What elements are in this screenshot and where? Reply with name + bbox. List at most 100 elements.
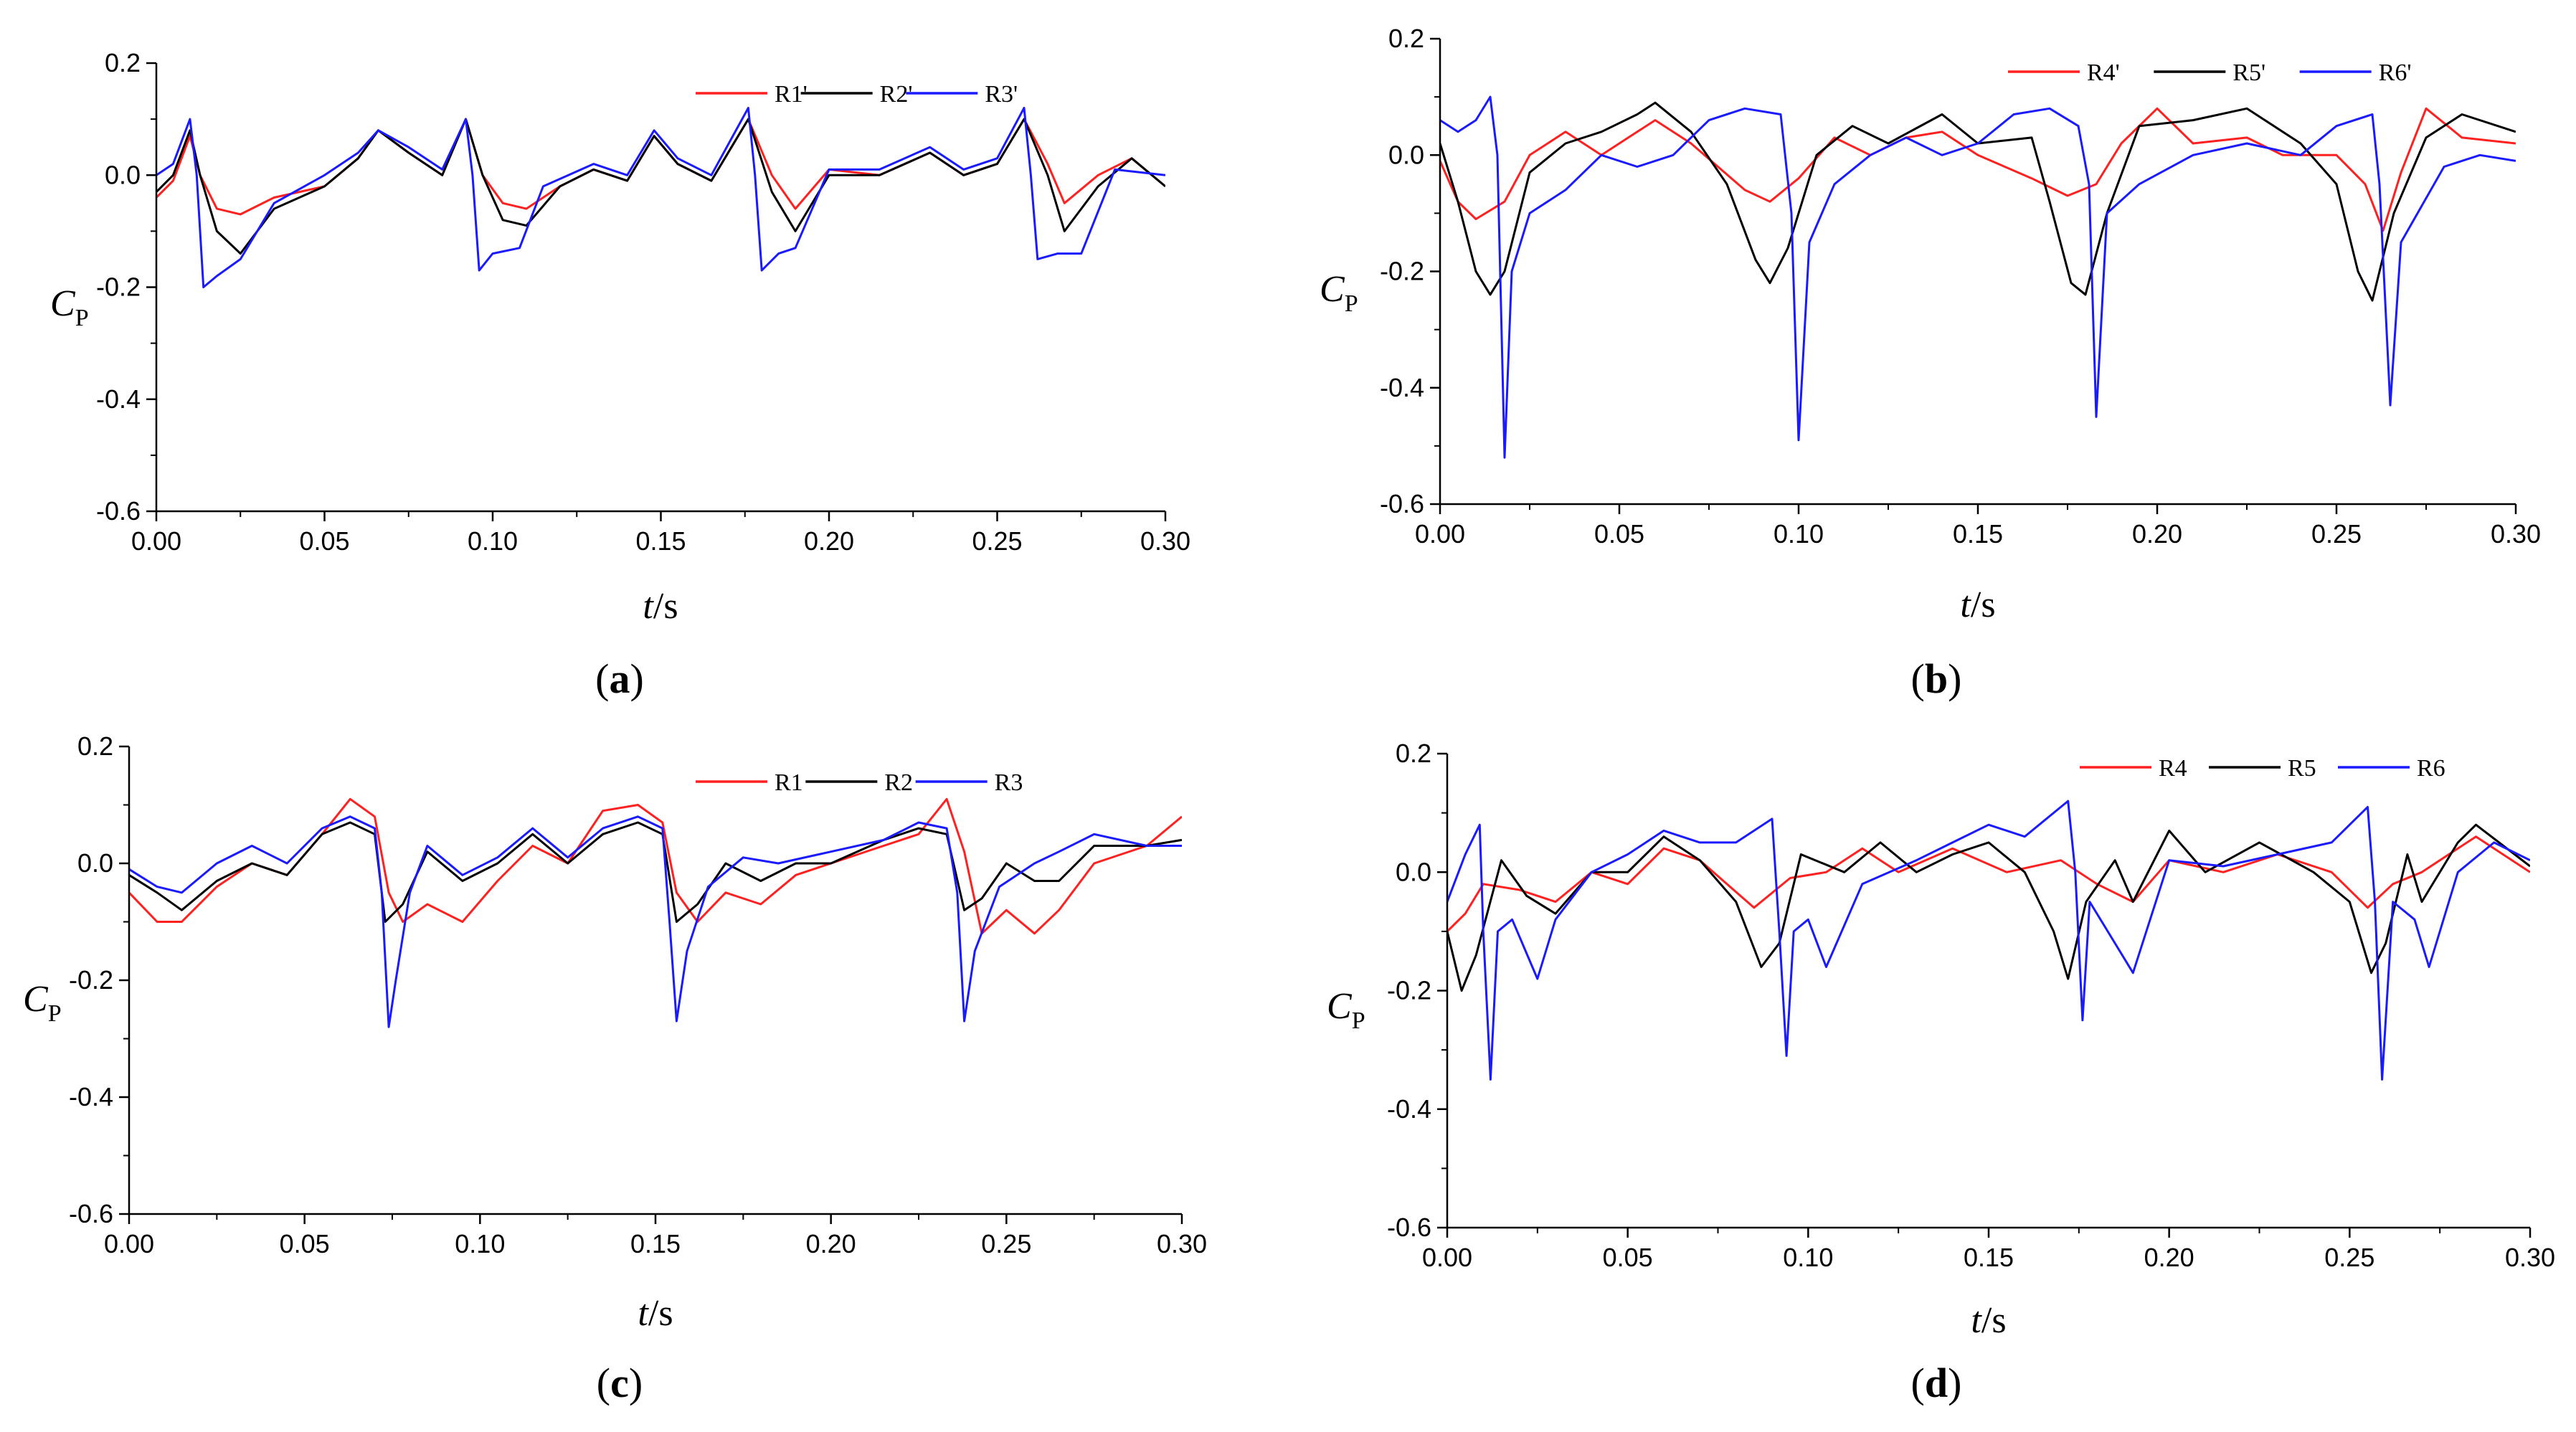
panel-label-close: ) bbox=[1948, 1360, 1961, 1406]
series-line-r1p bbox=[156, 119, 1165, 214]
x-tick-label: 0.20 bbox=[2132, 519, 2182, 549]
y-axis-label-sub: P bbox=[75, 305, 89, 331]
panel-label: (d) bbox=[1911, 1360, 1962, 1406]
legend-label: R6 bbox=[2417, 755, 2445, 782]
y-axis-label: CP bbox=[23, 979, 62, 1027]
y-tick-label: 0.0 bbox=[1396, 857, 1431, 886]
legend-label: R5 bbox=[2288, 755, 2316, 782]
y-tick-label: -0.6 bbox=[1380, 489, 1424, 518]
y-axis-label-sub: P bbox=[48, 1000, 62, 1027]
x-tick-label: 0.10 bbox=[1774, 519, 1824, 549]
legend-label: R3 bbox=[995, 769, 1023, 796]
panel-label-close: ) bbox=[1948, 655, 1961, 702]
y-tick-label: 0.2 bbox=[105, 48, 141, 77]
x-tick-label: 0.20 bbox=[804, 526, 854, 556]
y-tick-label: -0.4 bbox=[1387, 1094, 1431, 1124]
y-axis-label-main: C bbox=[23, 979, 49, 1020]
x-tick-label: 0.05 bbox=[299, 526, 349, 556]
y-axis-label: CP bbox=[1327, 986, 1365, 1034]
chart-panel-c: 0.00 0.05 0.10 0.15 0.20 0.25 0.300.20.0-0.2-0… bbox=[23, 731, 1207, 1406]
legend: R1' R2' R3' bbox=[696, 81, 1018, 108]
y-axis-label-main: C bbox=[1320, 269, 1345, 310]
panel-label-open: ( bbox=[1911, 1360, 1925, 1406]
x-tick-label: 0.05 bbox=[1594, 519, 1644, 549]
x-tick-label: 0.00 bbox=[1415, 519, 1465, 549]
x-tick-label: 0.30 bbox=[2491, 519, 2541, 549]
legend-label: R5' bbox=[2232, 60, 2265, 86]
y-axis-label-sub: P bbox=[1345, 290, 1358, 317]
y-tick-label: -0.6 bbox=[1387, 1213, 1431, 1242]
y-axis-label: CP bbox=[1320, 269, 1358, 317]
legend-label: R4 bbox=[2159, 755, 2187, 782]
figure-root: 0.00 0.05 0.10 0.15 0.20 0.25 0.30 0.2 0.0 -0.2 -0… bbox=[0, 0, 2576, 1432]
x-tick-label: 0.15 bbox=[1953, 519, 2003, 549]
panel-label-open: ( bbox=[597, 1360, 610, 1406]
chart-panel-d: 0.00 0.05 0.10 0.15 0.20 0.25 0.30 0.2 0.0 -0.2 -0… bbox=[1327, 739, 2555, 1406]
panel-label: (a) bbox=[595, 655, 644, 702]
y-tick-label: -0.6 bbox=[69, 1199, 113, 1228]
x-tick-label: 0.25 bbox=[972, 526, 1022, 556]
x-axis-label-unit: /s bbox=[648, 1293, 673, 1334]
legend-label: R4' bbox=[2087, 60, 2120, 86]
x-tick-label: 0.10 bbox=[455, 1229, 505, 1258]
series-line-r3 bbox=[129, 817, 1182, 1027]
legend: R4' R5' R6' bbox=[2008, 60, 2411, 86]
chart-panel-b: 0.00 0.05 0.10 0.15 0.20 0.25 0.30 0.2 0.0 -0.2 -0… bbox=[1320, 24, 2541, 702]
y-axis-label-main: C bbox=[50, 283, 76, 324]
x-tick-label: 0.00 bbox=[131, 526, 181, 556]
x-tick-label: 0.15 bbox=[1964, 1243, 2014, 1272]
x-axis-label-unit: /s bbox=[1981, 1300, 2007, 1341]
legend: R1 R2 R3 bbox=[696, 769, 1023, 796]
series-line-r5p bbox=[1440, 103, 2516, 300]
panel-label-close: ) bbox=[629, 1360, 643, 1406]
x-tick-label: 0.25 bbox=[2311, 519, 2362, 549]
panel-label-letter: b bbox=[1925, 655, 1948, 702]
x-tick-label: 0.10 bbox=[468, 526, 518, 556]
x-tick-label: 0.15 bbox=[635, 526, 686, 556]
y-tick-label: 0.0 bbox=[105, 160, 141, 189]
legend: R4 R5 R6 bbox=[2080, 755, 2445, 782]
y-tick-label: 0.2 bbox=[1396, 739, 1431, 768]
series-line-r1 bbox=[129, 799, 1182, 934]
y-tick-label: -0.4 bbox=[96, 384, 141, 414]
panel-label-open: ( bbox=[1911, 655, 1925, 702]
series-line-r6p bbox=[1440, 97, 2516, 457]
x-tick-label: 0.30 bbox=[1157, 1229, 1207, 1258]
y-tick-label: -0.2 bbox=[69, 965, 113, 995]
x-axis-label: t/s bbox=[643, 586, 678, 627]
x-tick-label: 0.25 bbox=[981, 1229, 1031, 1258]
legend-label: R2 bbox=[884, 769, 913, 796]
y-tick-label: 0.0 bbox=[77, 848, 113, 878]
panel-label: (c) bbox=[597, 1360, 643, 1406]
y-tick-label: -0.4 bbox=[1380, 373, 1424, 402]
series-line-r2 bbox=[129, 822, 1182, 922]
x-tick-label: 0.20 bbox=[806, 1229, 856, 1258]
y-axis-label: CP bbox=[50, 283, 89, 331]
y-tick-label: -0.2 bbox=[96, 272, 141, 302]
x-tick-label: 0.25 bbox=[2324, 1243, 2374, 1272]
y-tick-label: 0.2 bbox=[1388, 24, 1424, 53]
x-tick-label: 0.30 bbox=[1140, 526, 1190, 556]
legend-label: R6' bbox=[2379, 60, 2412, 86]
x-tick-label: 0.00 bbox=[1422, 1243, 1472, 1272]
x-tick-label: 0.30 bbox=[2505, 1243, 2555, 1272]
panel-label-letter: a bbox=[610, 655, 630, 702]
legend-label: R3' bbox=[985, 81, 1018, 108]
panel-label-letter: d bbox=[1925, 1360, 1948, 1406]
x-axis-label-unit: /s bbox=[1971, 584, 1996, 625]
series-line-r4p bbox=[1440, 108, 2516, 230]
x-tick-label: 0.05 bbox=[1603, 1243, 1653, 1272]
x-tick-label: 0.05 bbox=[280, 1229, 330, 1258]
x-tick-label: 0.15 bbox=[630, 1229, 681, 1258]
panel-label-close: ) bbox=[630, 655, 644, 702]
panel-label-letter: c bbox=[610, 1360, 629, 1406]
y-tick-label: -0.2 bbox=[1380, 257, 1424, 286]
legend-label: R1 bbox=[775, 769, 803, 796]
panel-label: (b) bbox=[1911, 655, 1962, 702]
y-tick-label: 0.0 bbox=[1388, 140, 1424, 169]
y-tick-label: 0.2 bbox=[77, 731, 113, 761]
x-axis-label: t/s bbox=[638, 1293, 673, 1334]
x-tick-label: 0.10 bbox=[1783, 1243, 1833, 1272]
x-axis-label: t/s bbox=[1960, 584, 1995, 625]
y-axis-label-sub: P bbox=[1352, 1007, 1365, 1034]
